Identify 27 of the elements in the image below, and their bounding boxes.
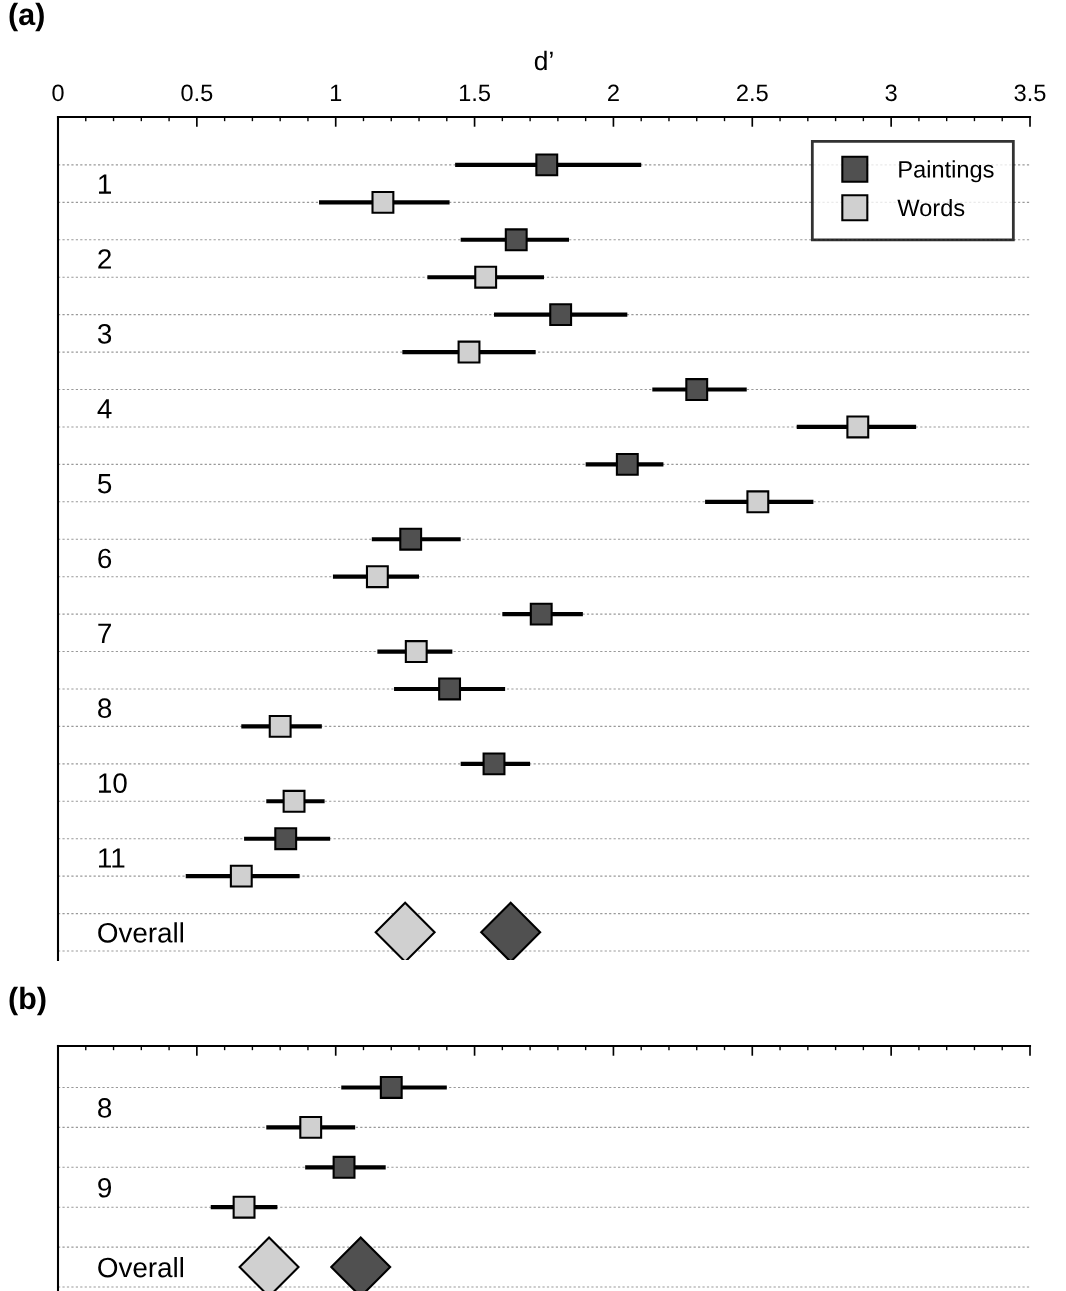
x-tick-label: 1 xyxy=(330,84,342,101)
x-tick-label: 2.5 xyxy=(737,84,768,102)
y-tick-label: 10 xyxy=(99,773,127,793)
y-tick-label: 8 xyxy=(98,1098,112,1118)
y-tick-label: 4 xyxy=(97,399,112,419)
y-tick-label: 8 xyxy=(98,698,112,719)
x-axis-title: d’ xyxy=(534,50,553,71)
y-tick-label: Overall xyxy=(98,1256,184,1278)
x-tick-label: 3 xyxy=(885,84,897,102)
y-tick-label: 3 xyxy=(97,324,112,344)
legend-label: Paintings xyxy=(899,160,994,183)
x-tick-label: 2 xyxy=(608,84,619,101)
chart-title: (b) xyxy=(9,986,46,1016)
y-tick-label: 9 xyxy=(98,1177,112,1198)
x-tick-label: 1.5 xyxy=(459,84,490,102)
y-tick-label: 11 xyxy=(99,848,125,868)
y-tick-label: 6 xyxy=(98,548,112,569)
chart-title: (a) xyxy=(9,2,44,32)
y-tick-label: 1 xyxy=(99,174,111,194)
x-tick-label: 0 xyxy=(52,84,64,102)
y-tick-label: 5 xyxy=(98,474,112,494)
y-tick-label: 2 xyxy=(98,249,111,269)
x-tick-label: 0.5 xyxy=(181,84,213,102)
y-tick-label: 7 xyxy=(98,623,111,643)
legend-label: Words xyxy=(897,198,965,217)
x-tick-label: 3.5 xyxy=(1014,84,1046,102)
y-tick-label: Overall xyxy=(98,922,184,943)
